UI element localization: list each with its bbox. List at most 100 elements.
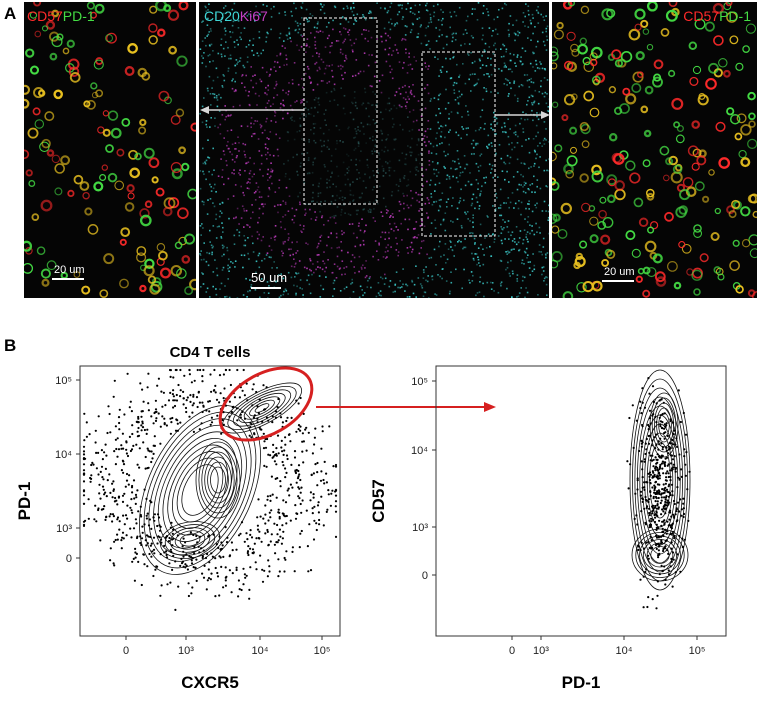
cell-mark [589,216,599,226]
tissue-pixel [289,37,291,39]
event-dot [289,519,292,522]
event-dot [649,490,652,493]
event-dot [298,487,301,490]
tissue-pixel [367,209,370,212]
tissue-pixel [498,9,500,11]
tissue-pixel [484,50,486,53]
tissue-pixel [204,5,206,8]
event-dot [137,560,140,563]
cell-mark [632,71,644,83]
tissue-pixel [428,140,430,143]
tissue-pixel [412,23,414,26]
tissue-pixel [439,112,442,115]
event-dot [133,579,136,582]
tissue-pixel [481,64,484,66]
tissue-pixel [428,164,431,166]
tissue-pixel [268,75,271,77]
tissue-pixel [233,172,235,175]
gate-ellipse[interactable] [208,353,325,455]
tissue-pixel [530,166,532,168]
event-dot [651,476,654,479]
event-dot [654,456,657,459]
tissue-pixel [391,54,393,56]
event-dot [662,510,665,513]
event-dot [134,556,137,559]
cell-mark [602,216,614,228]
event-dot [106,431,109,435]
event-dot [118,528,121,531]
tissue-pixel [522,63,524,65]
tissue-pixel [350,260,353,263]
event-dot [264,446,268,449]
tissue-pixel [545,15,547,17]
tissue-pixel [309,77,311,79]
tissue-pixel [281,45,284,47]
tissue-pixel [441,34,443,36]
tissue-pixel [318,275,321,277]
tissue-pixel [443,254,445,256]
tissue-pixel [440,198,442,201]
tissue-pixel [465,213,467,215]
x-tick-label: 10⁴ [616,645,633,657]
event-dot [682,502,685,505]
tissue-pixel [319,210,321,213]
cell-mark [614,188,626,201]
cell-mark [162,206,173,217]
event-dot [113,564,116,567]
tissue-pixel [307,108,310,111]
event-dot [262,447,266,450]
tissue-pixel [333,83,336,86]
tissue-pixel [325,276,327,278]
cell-mark [713,35,724,46]
tissue-pixel [250,126,252,128]
event-dot [85,421,88,424]
cell-mark [679,189,691,201]
event-dot [239,532,242,535]
event-dot [130,498,133,501]
tissue-pixel [330,176,332,178]
event-dot [274,410,278,413]
event-dot [664,425,667,428]
tissue-pixel [393,148,396,151]
tissue-pixel [333,279,336,282]
tissue-pixel [537,102,540,105]
tissue-pixel [539,187,542,190]
tissue-pixel [540,80,542,82]
event-dot [262,432,265,435]
tissue-pixel [207,139,209,141]
tissue-pixel [409,151,411,154]
tissue-pixel [453,11,456,13]
cell-mark [671,7,680,17]
tissue-pixel [498,68,500,70]
tissue-pixel [456,150,459,152]
tissue-pixel [429,48,431,50]
tissue-pixel [301,288,303,290]
tissue-pixel [505,50,507,53]
tissue-pixel [326,37,329,40]
tissue-pixel [350,283,352,285]
tissue-pixel [293,258,295,260]
tissue-pixel [332,295,334,297]
tissue-pixel [527,9,530,12]
tissue-pixel [227,67,230,70]
tissue-pixel [526,291,529,294]
tissue-pixel [260,239,263,242]
event-dot [237,595,240,598]
tissue-pixel [345,286,348,288]
tissue-pixel [254,13,256,16]
tissue-pixel [306,279,308,282]
tissue-pixel [299,125,302,127]
tissue-pixel [385,108,387,111]
event-dot [142,400,145,403]
plot2-ylabel: CD57 [369,479,388,522]
tissue-pixel [381,277,384,280]
tissue-pixel [366,123,369,126]
tissue-pixel [245,277,247,280]
tissue-pixel [511,142,513,144]
tissue-pixel [467,114,470,116]
tissue-pixel [472,217,474,219]
tissue-pixel [219,288,221,290]
cell-mark [84,207,93,216]
event-dot [176,429,179,432]
tissue-pixel [329,51,331,54]
